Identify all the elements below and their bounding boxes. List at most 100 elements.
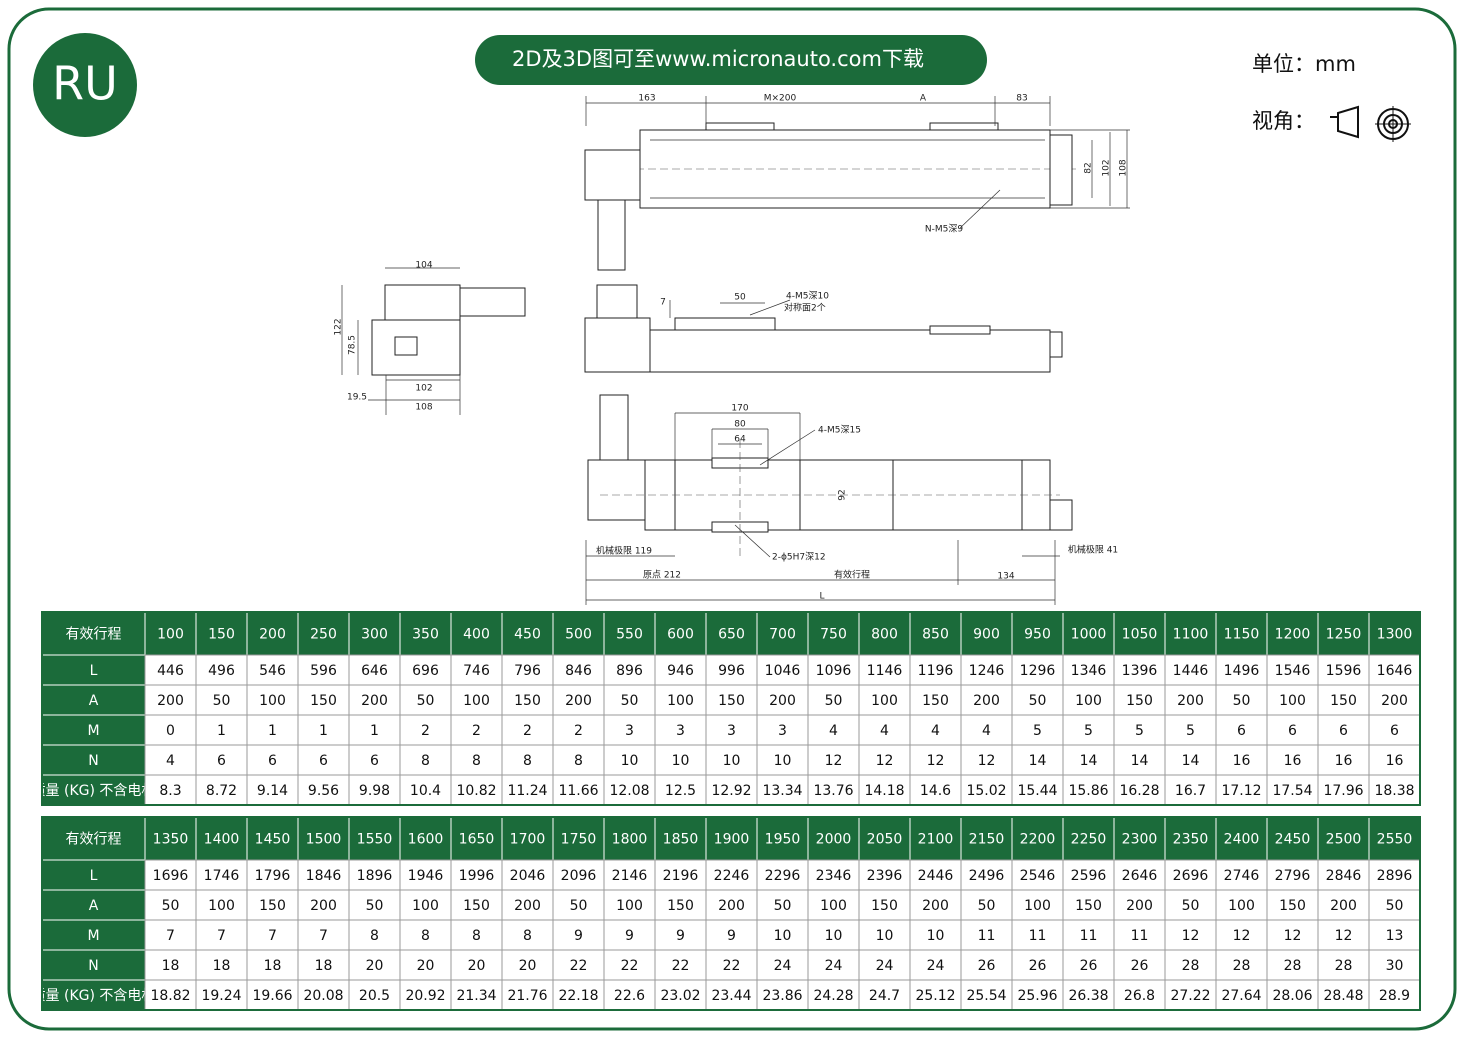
table-value: 150 (718, 693, 745, 709)
table-cell (909, 774, 962, 806)
table-cell (756, 714, 809, 746)
banner-text[interactable]: 2D及3D图可至www.micronauto.com下载 (512, 47, 924, 71)
table-cell (909, 714, 962, 746)
table-value: 2396 (867, 868, 903, 884)
table-value: A (89, 693, 99, 709)
table-value: 946 (667, 663, 694, 679)
table-cell (654, 611, 707, 656)
table-cell (1011, 949, 1064, 981)
dim-label: 92 (838, 489, 848, 500)
table-cell (603, 714, 656, 746)
table-cell (960, 919, 1013, 951)
table-value: 15.02 (966, 783, 1006, 799)
table-cell (1113, 611, 1166, 656)
dim-label: 83 (1016, 94, 1027, 104)
table-header: 1150 (1224, 627, 1260, 643)
table-value: 14 (1131, 753, 1149, 769)
table-header: 1100 (1173, 627, 1209, 643)
dim-label: 7 (660, 298, 666, 308)
table-value: 12 (825, 753, 843, 769)
table-value: A (89, 898, 99, 914)
table-value: 27.22 (1170, 988, 1210, 1004)
table-value: 12 (1284, 928, 1302, 944)
table-cell (450, 684, 503, 716)
table-value: 2496 (969, 868, 1005, 884)
table-value: L (90, 663, 98, 679)
table-cell (1317, 889, 1370, 921)
table-value: 2896 (1377, 868, 1413, 884)
table-value: 150 (1126, 693, 1153, 709)
table-value: 1096 (816, 663, 852, 679)
table-cell (450, 816, 503, 861)
table-cell (297, 684, 350, 716)
table-value: 17.54 (1272, 783, 1312, 799)
table-value: L (90, 868, 98, 884)
table-cell (501, 654, 554, 686)
table-cell (552, 816, 605, 861)
table-header: 1550 (357, 832, 393, 848)
table-value: 646 (361, 663, 388, 679)
table-value: 22 (723, 958, 741, 974)
table-cell (501, 684, 554, 716)
table-cell (246, 949, 299, 981)
table-value: 17.96 (1323, 783, 1363, 799)
table-cell (858, 889, 911, 921)
table-cell (195, 859, 248, 891)
table-value: 200 (1381, 693, 1408, 709)
table-header: 200 (259, 627, 286, 643)
table-value: 5 (1033, 723, 1042, 739)
table-value: 1746 (204, 868, 240, 884)
dim-label: N-M5深9 (925, 224, 963, 235)
table-value: 12 (1335, 928, 1353, 944)
table-cell (1215, 654, 1268, 686)
table-value: 1046 (765, 663, 801, 679)
table-value: 11 (978, 928, 996, 944)
table-cell (1164, 744, 1217, 776)
table-value: 1 (370, 723, 379, 739)
table-value: 1546 (1275, 663, 1311, 679)
dim-label: 102 (1102, 159, 1112, 176)
table-cell (1215, 684, 1268, 716)
table-header: 1500 (306, 832, 342, 848)
table-value: 质量 (KG) 不含电机 (32, 988, 156, 1004)
table-value: 996 (718, 663, 745, 679)
table-header: 1350 (153, 832, 189, 848)
table-header: 350 (412, 627, 439, 643)
table-header: 2400 (1224, 832, 1260, 848)
table-cell (399, 684, 452, 716)
table-value: 26 (978, 958, 996, 974)
table-value: 496 (208, 663, 235, 679)
table-cell (654, 714, 707, 746)
table-value: 200 (769, 693, 796, 709)
table-value: 2696 (1173, 868, 1209, 884)
table-value: 6 (1390, 723, 1399, 739)
table-cell (909, 889, 962, 921)
table-value: 150 (1330, 693, 1357, 709)
table-value: 1896 (357, 868, 393, 884)
table-value: 28 (1233, 958, 1251, 974)
table-value: 1846 (306, 868, 342, 884)
table-value: 14.18 (864, 783, 904, 799)
table-cell (807, 611, 860, 656)
table-value: 18 (264, 958, 282, 974)
table-value: 13.34 (762, 783, 802, 799)
table-value: 5 (1186, 723, 1195, 739)
table-value: 2596 (1071, 868, 1107, 884)
table-value: 1346 (1071, 663, 1107, 679)
table-cell (909, 949, 962, 981)
table-value: 28 (1182, 958, 1200, 974)
table-value: 10 (825, 928, 843, 944)
table-value: 9 (727, 928, 736, 944)
table-value: 26 (1029, 958, 1047, 974)
table-cell (705, 684, 758, 716)
table-cell (1215, 744, 1268, 776)
table-cell (144, 889, 197, 921)
table-value: 23.02 (660, 988, 700, 1004)
table-value: 22.6 (614, 988, 645, 1004)
table-value: 16 (1386, 753, 1404, 769)
table-value: 150 (463, 898, 490, 914)
table-cell (1368, 714, 1421, 746)
table-value: 4 (982, 723, 991, 739)
table-value: 10 (774, 928, 792, 944)
table-cell (654, 949, 707, 981)
